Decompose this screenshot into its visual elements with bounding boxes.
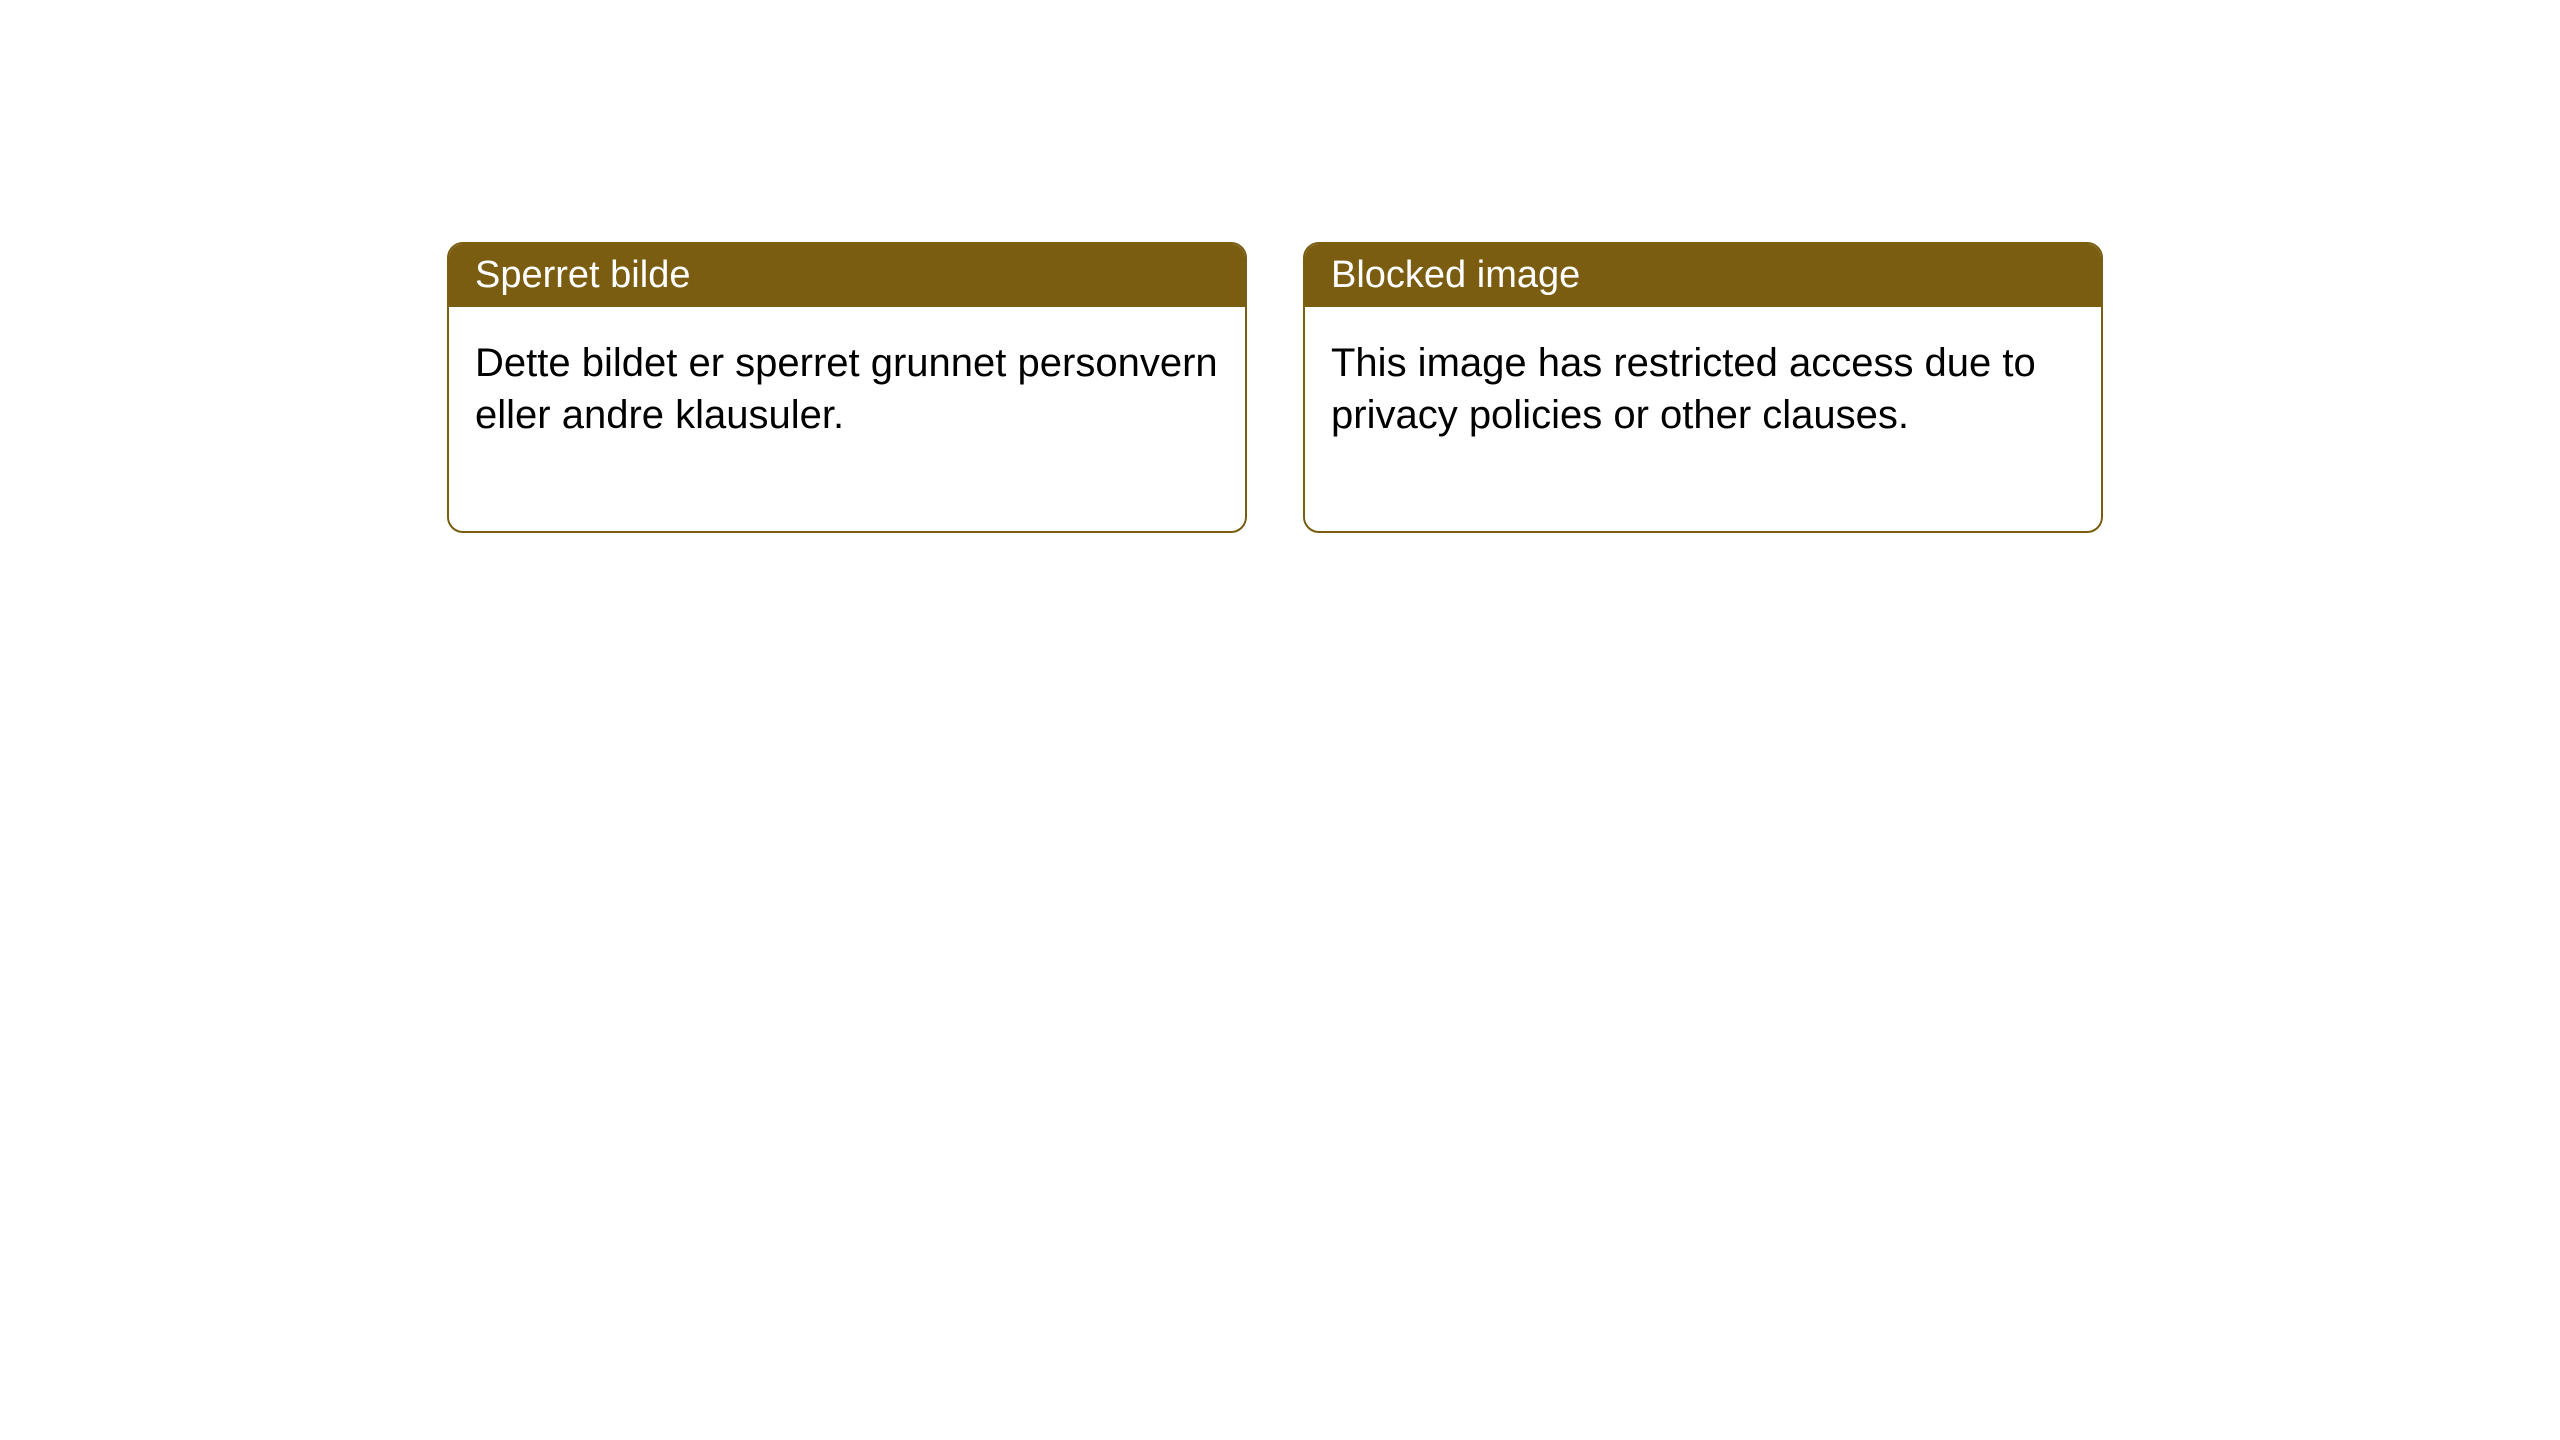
notice-card-title: Sperret bilde — [449, 244, 1245, 307]
notice-card-body: This image has restricted access due to … — [1305, 307, 2101, 531]
notice-container: Sperret bilde Dette bildet er sperret gr… — [447, 242, 2103, 533]
notice-card-body: Dette bildet er sperret grunnet personve… — [449, 307, 1245, 531]
notice-card-norwegian: Sperret bilde Dette bildet er sperret gr… — [447, 242, 1247, 533]
notice-card-title: Blocked image — [1305, 244, 2101, 307]
notice-card-english: Blocked image This image has restricted … — [1303, 242, 2103, 533]
